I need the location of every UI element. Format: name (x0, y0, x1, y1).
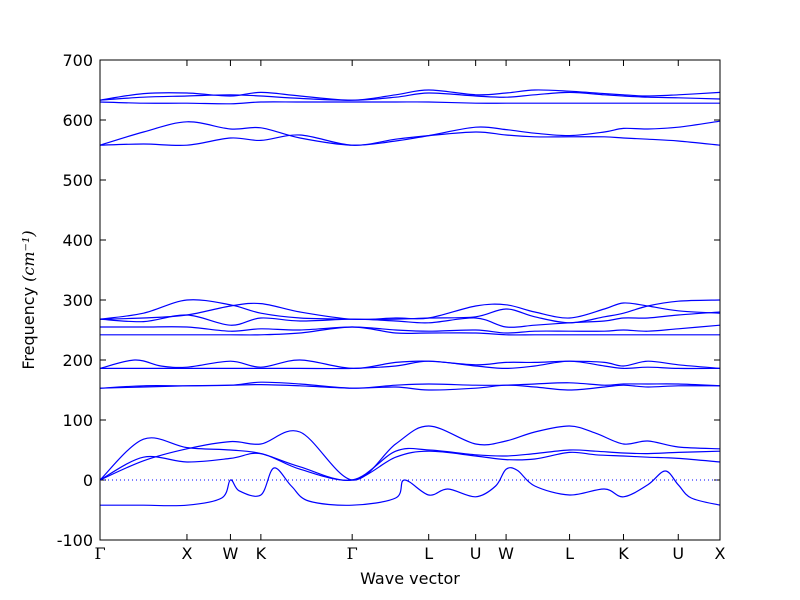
x-tick-label: U (672, 544, 684, 563)
band-line-9 (100, 326, 720, 336)
y-tick-label: 300 (62, 291, 93, 310)
x-tick-label: Γ (347, 544, 358, 563)
y-axis-label-unit: (cm⁻¹) (19, 230, 38, 281)
y-tick-label: 600 (62, 111, 93, 130)
x-tick-label: U (470, 544, 482, 563)
band-line-17 (99, 91, 721, 101)
x-tick-label: Γ (94, 544, 105, 563)
band-line-8 (99, 359, 721, 370)
y-tick-label: -100 (57, 531, 93, 550)
band-lines (99, 89, 721, 507)
band-line-12 (99, 299, 721, 324)
x-tick-label: K (256, 544, 267, 563)
band-line-1 (99, 450, 721, 481)
x-tick-label: X (715, 544, 726, 563)
band-line-10 (100, 324, 721, 334)
y-axis-label-text: Frequency (19, 287, 38, 370)
y-tick-label: 400 (62, 231, 93, 250)
band-line-14 (99, 131, 721, 147)
x-axis-label: Wave vector (360, 569, 460, 588)
band-line-16 (99, 101, 720, 105)
y-tick-label: 500 (62, 171, 93, 190)
y-tick-label: 0 (83, 471, 93, 490)
band-line-7 (99, 360, 721, 370)
band-line-4 (100, 467, 721, 507)
x-tick-label: L (424, 544, 433, 563)
x-tick-label: W (498, 544, 514, 563)
x-tick-label: K (618, 544, 629, 563)
x-tick-label: X (181, 544, 192, 563)
y-tick-label: 200 (62, 351, 93, 370)
band-line-11 (99, 302, 721, 321)
y-tick-label: 100 (62, 411, 93, 430)
plot-frame (99, 59, 721, 541)
y-axis-label: Frequency (cm⁻¹) (19, 230, 38, 369)
x-tick-label: L (565, 544, 574, 563)
band-line-2 (99, 437, 721, 481)
band-line-3 (99, 425, 721, 481)
y-axis-ticks: -100 0 100 200 300 400 500 600 700 (57, 51, 720, 550)
band-line-18 (99, 89, 721, 101)
x-tick-label: W (223, 544, 239, 563)
band-line-6 (99, 381, 721, 389)
y-tick-label: 700 (62, 51, 93, 70)
band-line-15 (99, 120, 721, 146)
band-line-13 (99, 311, 721, 328)
